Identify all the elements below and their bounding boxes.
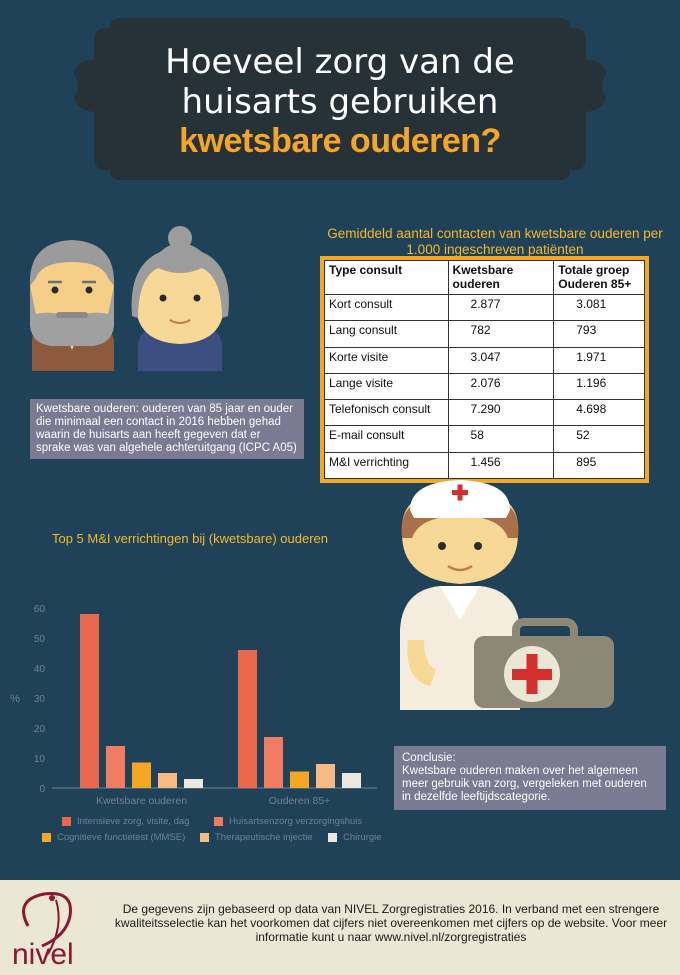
table-row: E-mail consult 58 52 [324,425,645,453]
table-cell: 58 [447,425,555,453]
table-header: Totale groep Ouderen 85+ [553,260,645,295]
elderly-woman-icon [131,226,229,371]
table-header: Type consult [324,260,449,295]
legend-label: Chirurgie [343,832,382,843]
elderly-couple-illustration [29,226,229,371]
row-label: Telefonisch consult [324,399,449,427]
table-cell: 1.456 [447,451,555,480]
table-row: Telefonisch consult 7.290 4.698 [324,399,645,427]
table-cell: 52 [553,425,645,453]
table-cell: 4.698 [553,399,645,427]
bar [132,762,151,788]
bar [238,650,257,788]
y-axis-label: % [10,693,20,705]
legend-item: Therapeutische injectie [200,832,313,843]
legend-label: Cognitieve functietest (MMSE) [57,832,186,843]
footer-bar [0,880,680,975]
table-cell: 2.076 [447,372,555,401]
legend-swatch [200,832,209,842]
elderly-man-icon [29,240,115,371]
table-row: Lang consult 782 793 [324,320,645,348]
table-row: M&I verrichting 1.456 895 [324,451,645,480]
legend-swatch [42,832,51,842]
table-header: Kwetsbare ouderen [447,260,555,295]
footer-text: De gegevens zijn gebaseerd op data van N… [114,902,668,944]
legend-swatch [214,816,223,826]
page-title-line-2: huisarts gebruiken [181,82,499,122]
nurse-illustration [400,480,614,710]
bar [264,737,283,788]
nurse-icon [400,480,520,710]
table-cell: 782 [447,320,555,348]
nivel-logo-text: nivel [12,938,74,971]
bar [158,773,177,788]
contacts-table-frame: Type consult Kwetsbare ouderen Totale gr… [320,256,649,483]
legend-label: Huisartsenzorg verzorgingshuis [229,816,363,827]
row-label: M&I verrichting [324,451,449,480]
bar [80,614,99,788]
y-tick-label: 0 [39,784,45,795]
page-title-line-1: Hoeveel zorg van de [165,42,515,82]
table-cell: 2.877 [447,293,555,322]
y-tick-label: 60 [34,604,46,615]
page-title-highlight: kwetsbare ouderen? [179,122,501,160]
bar [316,764,335,788]
table-row: Kort consult 2.877 3.081 [324,293,645,322]
y-tick-label: 20 [34,724,46,735]
y-tick-label: 50 [34,634,46,645]
row-label: Kort consult [324,293,449,322]
table-caption: Gemiddeld aantal contacten van kwetsbare… [327,226,663,257]
table-cell: 895 [553,451,645,480]
bar [106,746,125,788]
legend-label: Intensieve zorg, visite, dag [77,816,190,827]
x-tick-label: Ouderen 85+ [269,795,331,807]
chart-title: Top 5 M&I verrichtingen bij (kwetsbare) … [51,531,329,546]
table-cell: 3.081 [553,293,645,322]
table-cell: 7.290 [447,399,555,427]
legend-item: Intensieve zorg, visite, dag [62,816,189,827]
bar [184,779,203,788]
y-tick-label: 10 [34,754,46,765]
table-cell: 793 [553,320,645,348]
definition-box: Kwetsbare ouderen: ouderen van 85 jaar e… [30,399,304,459]
row-label: Korte visite [324,346,449,374]
row-label: E-mail consult [324,425,449,453]
legend-item: Huisartsenzorg verzorgingshuis [214,816,362,827]
mi-procedures-chart: 0 10 20 30 40 50 60% Kwetsbare ouderen Ouderen 8… [10,604,377,807]
conclusion-heading: Conclusie: [402,752,456,764]
row-label: Lang consult [324,320,449,348]
x-tick-label: Kwetsbare ouderen [96,795,187,807]
table-cell: 1.196 [553,372,645,401]
table-row: Lange visite 2.076 1.196 [324,372,645,401]
y-tick-label: 40 [34,664,46,675]
table-cell: 3.047 [447,346,555,374]
title-banner [74,18,606,180]
row-label: Lange visite [324,372,449,401]
legend-label: Therapeutische injectie [215,832,313,843]
table-row: Korte visite 3.047 1.971 [324,346,645,374]
table-cell: 1.971 [553,346,645,374]
nivel-logo: nivel [12,891,74,971]
conclusion-box: Conclusie: Kwetsbare ouderen maken over … [394,746,666,810]
bar [290,771,309,788]
medical-bag-icon [474,618,614,708]
contacts-table: Type consult Kwetsbare ouderen Totale gr… [324,260,645,480]
bar [342,773,361,788]
legend-item: Cognitieve functietest (MMSE) [42,832,185,843]
y-tick-label: 30 [34,694,46,705]
legend-item: Chirurgie [328,832,382,843]
legend-swatch [62,816,71,826]
conclusion-text: Kwetsbare ouderen maken over het algemee… [402,765,647,803]
legend-swatch [328,832,337,842]
